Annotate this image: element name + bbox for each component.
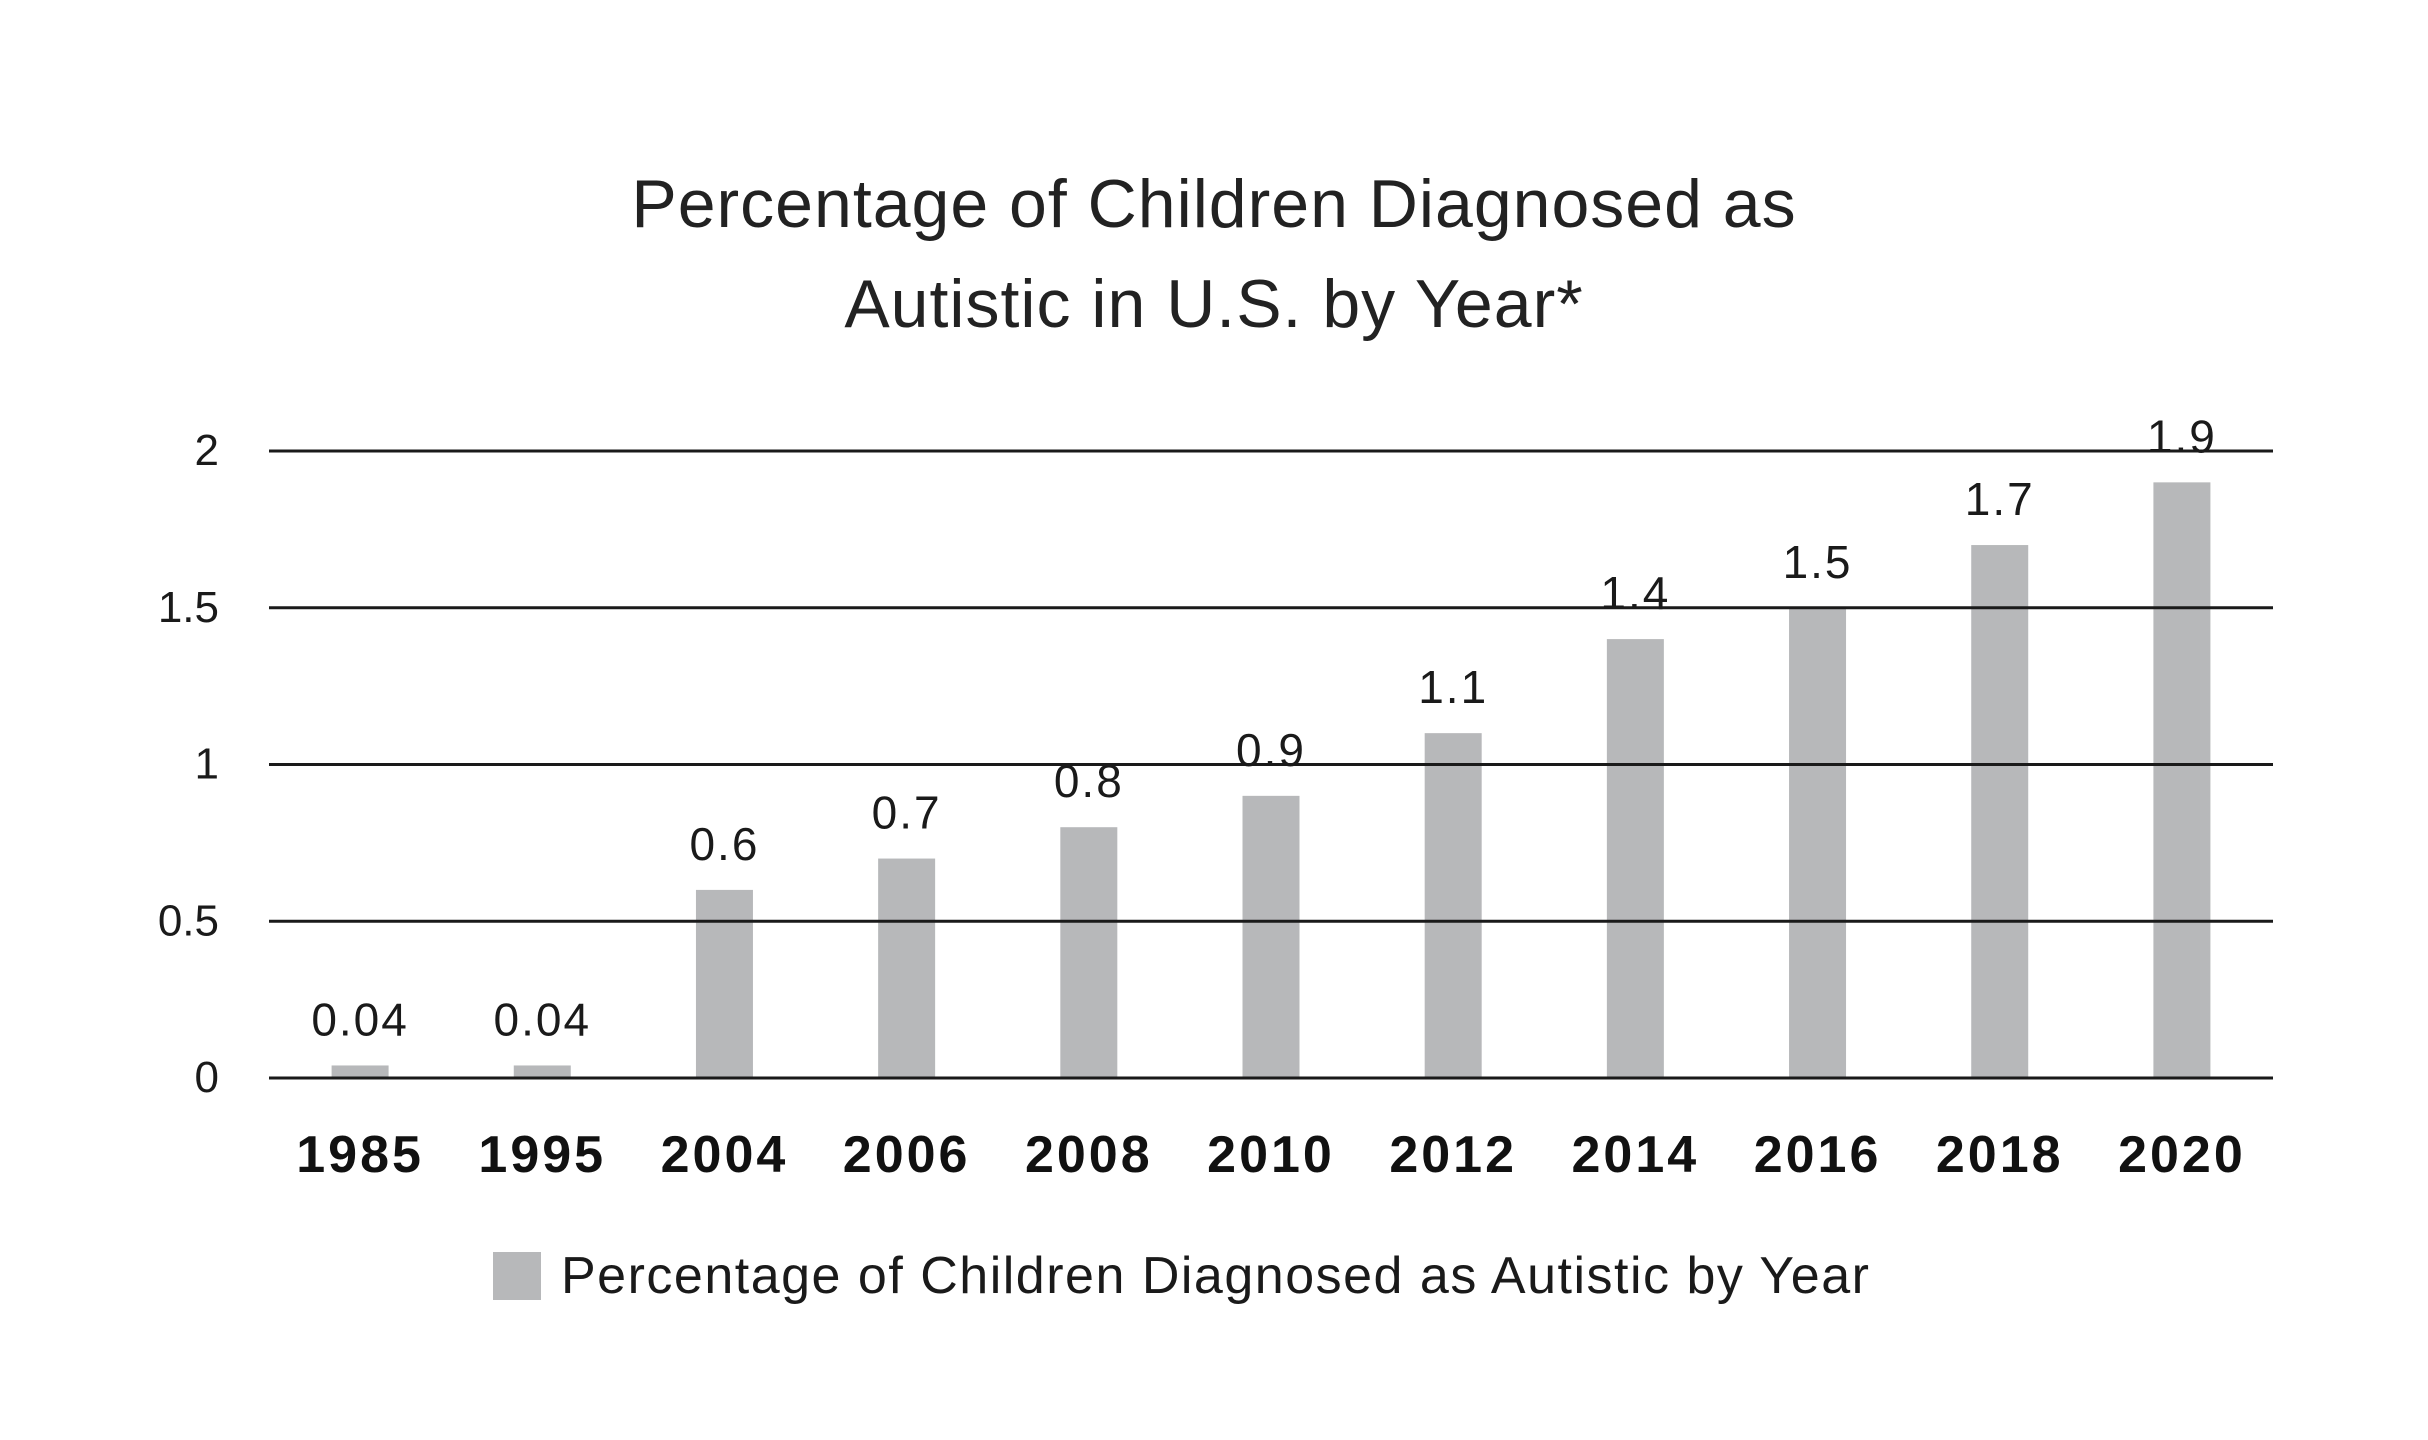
data-label: 1.1: [1418, 661, 1488, 713]
y-tick-label: 1: [195, 740, 219, 789]
x-tick-label: 2010: [1207, 1126, 1335, 1184]
y-tick-label: 2: [195, 426, 219, 475]
x-tick-label: 2012: [1389, 1126, 1517, 1184]
y-tick-label: 0: [195, 1053, 219, 1102]
chart-title-line-2: Autistic in U.S. by Year*: [844, 266, 1584, 342]
data-label: 0.6: [689, 818, 759, 870]
x-tick-label: 2020: [2118, 1126, 2246, 1184]
data-label: 0.04: [311, 993, 409, 1045]
x-tick-label: 1985: [296, 1126, 424, 1184]
bar-2008: [1060, 827, 1118, 1078]
data-label: 1.4: [1600, 567, 1670, 619]
bar-2006: [878, 858, 936, 1078]
bar-2004: [695, 889, 753, 1078]
data-label: 0.8: [1054, 755, 1124, 807]
x-tick-label: 2014: [1572, 1126, 1700, 1184]
legend-swatch: [493, 1252, 541, 1300]
bar-2012: [1424, 733, 1482, 1078]
x-tick-label: 2006: [843, 1126, 971, 1184]
bar-1985: [331, 1065, 389, 1078]
bar-1995: [513, 1065, 571, 1078]
data-label: 1.5: [1783, 536, 1853, 588]
legend: Percentage of Children Diagnosed as Auti…: [493, 1246, 1870, 1306]
data-label: 0.04: [494, 993, 592, 1045]
data-label: 1.9: [2147, 410, 2217, 462]
x-tick-label: 2016: [1754, 1126, 1882, 1184]
y-tick-label: 1.5: [158, 583, 219, 632]
chart-title-line-1: Percentage of Children Diagnosed as: [631, 166, 1797, 242]
data-label: 0.9: [1236, 724, 1306, 776]
data-label: 0.7: [872, 787, 942, 839]
data-label: 1.7: [1965, 473, 2035, 525]
x-tick-label: 2008: [1025, 1126, 1153, 1184]
y-tick-label: 0.5: [158, 896, 219, 945]
bar-2020: [2153, 482, 2211, 1079]
x-tick-label: 2004: [661, 1126, 789, 1184]
x-tick-label: 1995: [478, 1126, 606, 1184]
x-tick-label: 2018: [1936, 1126, 2064, 1184]
bar-2016: [1789, 607, 1847, 1078]
bar-2018: [1971, 545, 2029, 1078]
bar-2014: [1606, 639, 1664, 1078]
bar-2010: [1242, 795, 1300, 1078]
legend-label: Percentage of Children Diagnosed as Auti…: [561, 1247, 1871, 1305]
